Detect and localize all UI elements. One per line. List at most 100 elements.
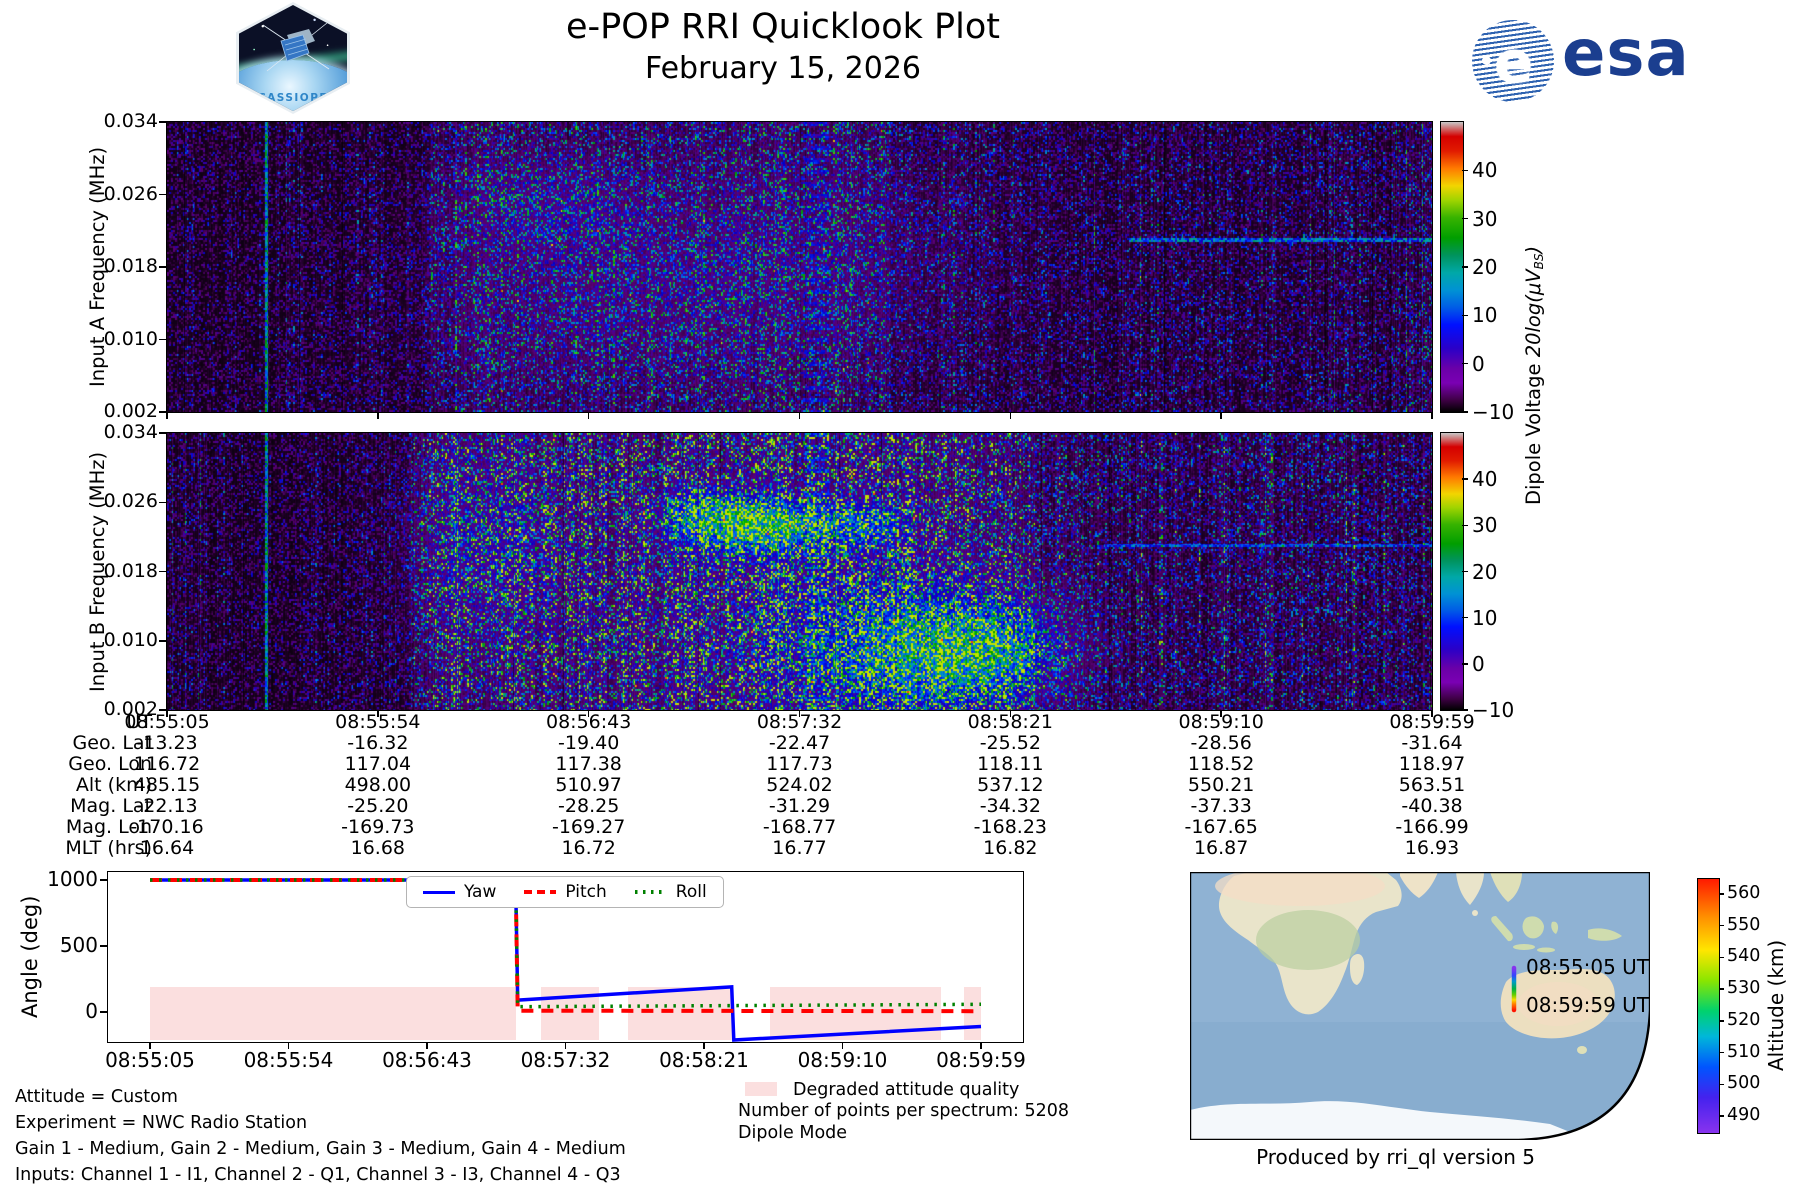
- altitude-tick-label: 500: [1727, 1073, 1761, 1094]
- colorbar-tick-label: 40: [1472, 158, 1498, 183]
- legend-item-yaw: Yaw: [423, 882, 496, 902]
- degraded-attitude-band: [627, 986, 732, 1040]
- table-cell: 510.97: [555, 774, 622, 796]
- esa-globe-icon: e: [1472, 20, 1554, 102]
- freq-tick-mark: [159, 193, 167, 196]
- table-cell: 16.68: [350, 837, 406, 859]
- altitude-tick-label: 530: [1727, 978, 1761, 999]
- esa-e-glyph: e: [1494, 28, 1534, 96]
- time-tick-mark: [377, 412, 379, 419]
- colorbar-tick-label: 0: [1472, 651, 1485, 676]
- freq-tick-mark: [159, 501, 167, 503]
- time-tick-mark: [1220, 710, 1222, 717]
- points-per-spectrum: Number of points per spectrum: 5208: [738, 1101, 1070, 1121]
- colorbar-tick-label: −10: [1472, 698, 1515, 722]
- freq-tick-label: 0.034: [103, 421, 158, 443]
- cassiope-logo-art: CASSIOPE: [239, 5, 347, 111]
- track-start-label: 08:55:05 UT: [1526, 955, 1650, 979]
- colorbar-tick-label: 10: [1472, 605, 1498, 630]
- altitude-tick-label: 510: [1727, 1041, 1761, 1062]
- antarctica: [1190, 1101, 1590, 1140]
- map-border: [1190, 872, 1650, 1140]
- table-cell: -168.77: [762, 816, 837, 838]
- table-cell: -37.33: [1190, 795, 1252, 817]
- freq-tick-mark: [159, 570, 167, 573]
- colorbar-label-math: 20log(μV: [1522, 268, 1545, 357]
- sumatra: [1491, 916, 1513, 942]
- table-cell: -168.23: [973, 816, 1047, 838]
- experiment-note: Experiment = NWC Radio Station: [15, 1113, 308, 1133]
- freq-tick-mark: [159, 411, 167, 413]
- table-cell: 498.00: [344, 774, 412, 796]
- altitude-tick-label: 550: [1727, 914, 1761, 935]
- colorbar-tick-mark: [1462, 524, 1468, 527]
- attitude-note: Attitude = Custom: [15, 1087, 178, 1107]
- cassiope-mission-logo: CASSIOPE: [236, 2, 350, 114]
- satellite-icon: [262, 22, 330, 72]
- freq-tick-label: 0.010: [103, 327, 158, 350]
- table-cell: 117.38: [555, 753, 622, 775]
- table-cell: 16.72: [561, 837, 616, 859]
- table-cell: -16.32: [347, 732, 409, 754]
- yaw-line-sample: [423, 890, 455, 894]
- table-cell: -170.16: [130, 816, 204, 838]
- attitude-ylabel: Angle (deg): [18, 895, 42, 1019]
- borneo: [1522, 916, 1544, 939]
- yaw-legend-label: Yaw: [464, 882, 497, 902]
- pitch-line-sample: [524, 890, 557, 894]
- table-cell: -34.32: [979, 795, 1041, 817]
- freq-tick-mark: [159, 338, 167, 341]
- altitude-tick-mark: [1718, 1083, 1724, 1086]
- cassiope-wordmark: CASSIOPE: [257, 91, 329, 104]
- freq-tick-mark: [159, 640, 167, 642]
- table-cell: -28.25: [558, 795, 620, 817]
- colorbar-tick-mark: [1462, 570, 1468, 573]
- attitude-xtick-mark: [149, 1042, 151, 1049]
- colorbar-tick-mark: [1462, 663, 1468, 665]
- attitude-xtick-label: 08:55:05: [105, 1048, 195, 1072]
- attitude-ytick-mark: [100, 1011, 108, 1013]
- pitch-line: [150, 878, 982, 1014]
- india: [1456, 872, 1484, 905]
- attitude-xtick-label: 08:55:54: [243, 1048, 334, 1072]
- table-cell: 116.72: [133, 753, 201, 775]
- colorbar-label-sub: BS: [1531, 253, 1546, 269]
- freq-tick-label: 0.002: [103, 698, 158, 720]
- ground-track-map: 08:55:05 UT 08:59:59 UT: [1190, 872, 1650, 1140]
- time-tick-mark: [166, 412, 168, 419]
- freq-tick-label: 0.002: [103, 400, 158, 422]
- attitude-xtick-mark: [703, 1042, 705, 1049]
- legend-item-pitch: Pitch: [524, 882, 607, 902]
- colorbar-tick-label: 30: [1472, 513, 1498, 538]
- lesser-sunda: [1537, 947, 1555, 953]
- attitude-legend: Yaw Pitch Roll: [406, 876, 724, 908]
- time-tick-mark: [587, 412, 590, 419]
- table-cell: 485.15: [133, 774, 201, 796]
- roll-legend-label: Roll: [675, 882, 707, 902]
- attitude-xtick-label: 08:59:59: [936, 1048, 1026, 1072]
- table-cell: 550.21: [1187, 774, 1255, 796]
- colorbar-tick-mark: [1462, 266, 1468, 268]
- table-row-label: Geo. Lat: [72, 732, 152, 754]
- central-africa-green: [1256, 910, 1360, 970]
- sulawesi: [1551, 921, 1559, 934]
- colorbar-tick-label: 20: [1472, 255, 1498, 279]
- degraded-legend-label: Degraded attitude quality: [793, 1080, 1020, 1100]
- dipole-mode: Dipole Mode: [738, 1123, 848, 1143]
- table-cell: 08:59:59: [1389, 711, 1475, 733]
- table-cell: 08:57:32: [756, 711, 843, 733]
- colorbar-shared-label: Dipole Voltage 20log(μVBS): [1522, 175, 1548, 575]
- arabia: [1400, 872, 1438, 898]
- colorbar-tick-mark: [1462, 411, 1468, 413]
- attitude-xtick-label: 08:58:21: [659, 1048, 749, 1072]
- table-cell: -25.20: [347, 795, 409, 817]
- sri-lanka: [1472, 910, 1478, 916]
- time-tick-mark: [377, 710, 379, 717]
- altitude-tick-mark: [1718, 1020, 1724, 1022]
- spectrogram-a-frame: [166, 121, 1433, 413]
- table-cell: 118.52: [1187, 753, 1255, 775]
- table-cell: 537.12: [977, 774, 1044, 796]
- time-tick-mark: [587, 710, 590, 717]
- time-tick-mark: [798, 710, 801, 717]
